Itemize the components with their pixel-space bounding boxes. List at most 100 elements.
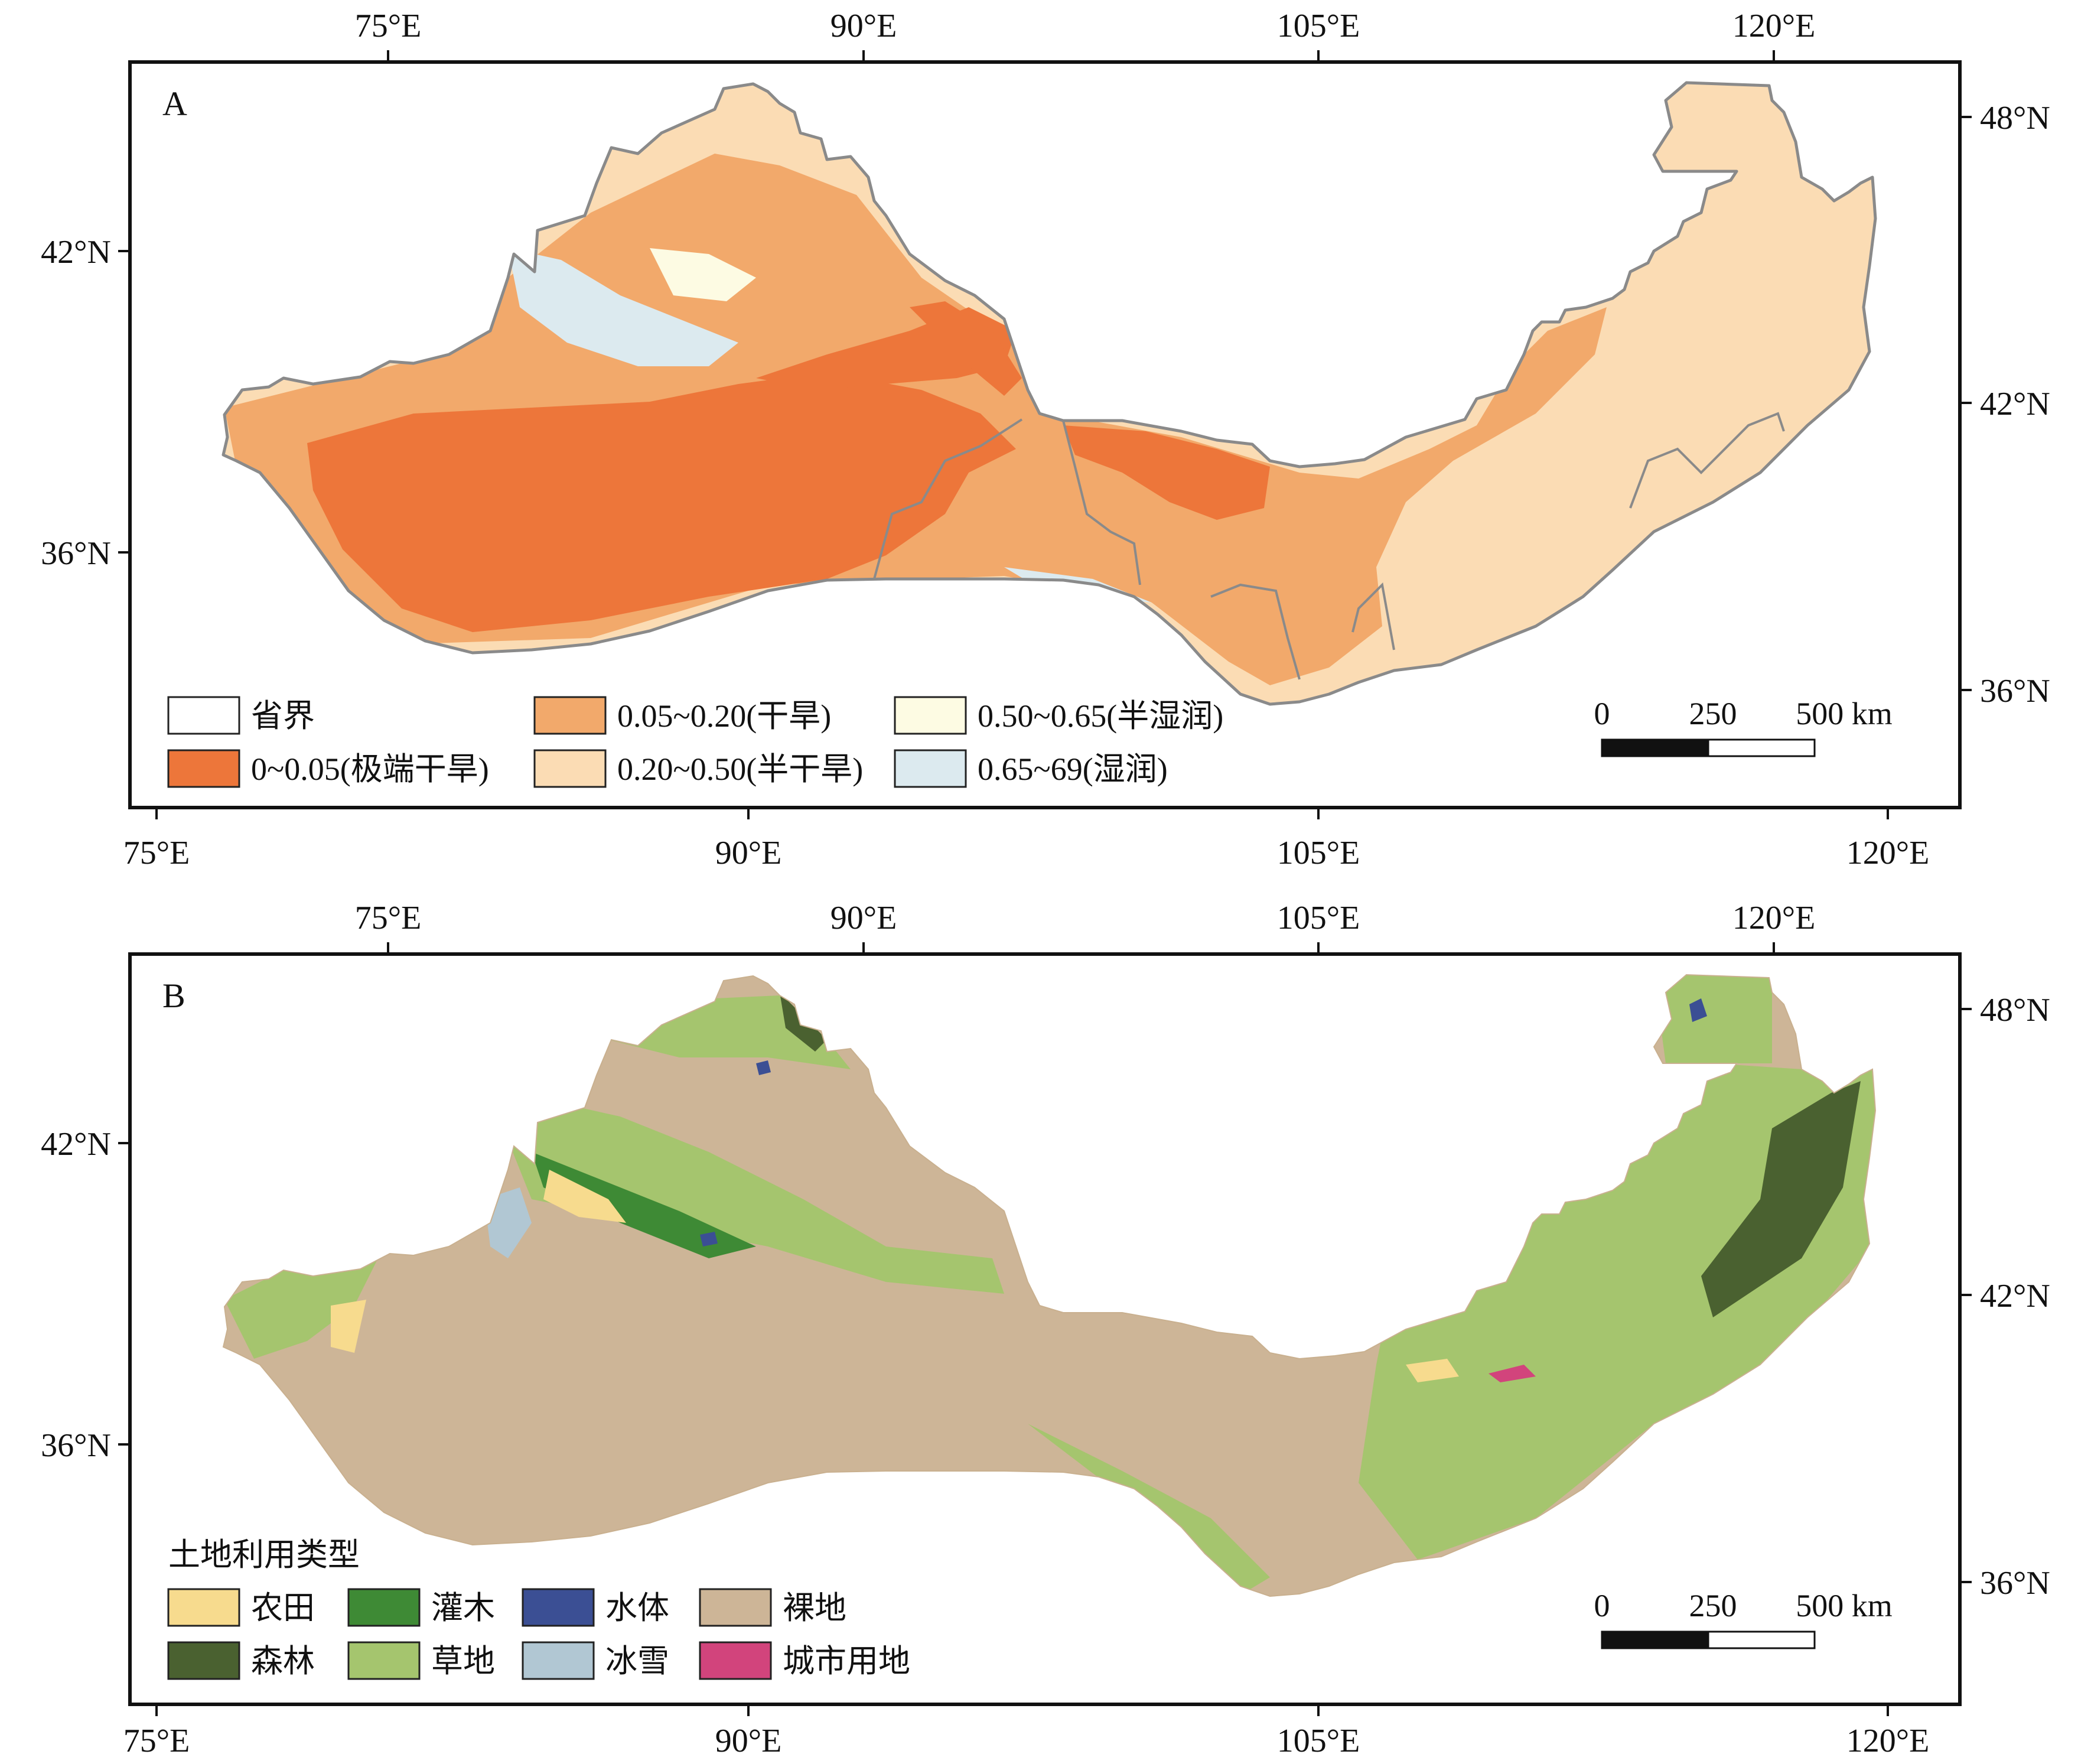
- panel-b: B 75°E 90°E 105°E 120°E 75°E 90°E 105°E …: [41, 900, 2050, 1759]
- panel-b-right-lat-label: 48°N: [1980, 992, 2050, 1029]
- panel-a-bottom-lon-label: 120°E: [1846, 835, 1930, 871]
- scale-label-250: 250: [1689, 1588, 1737, 1623]
- panel-a-top-lon-label: 90°E: [830, 8, 897, 44]
- panel-b-bottom-lon-label: 120°E: [1846, 1723, 1930, 1759]
- aridity-legend-item-swatch: [167, 749, 240, 788]
- study-area-outline: [222, 974, 1877, 1597]
- panel-a-top-lon-label: 75°E: [355, 8, 422, 44]
- scale-label-500: 500 km: [1796, 696, 1893, 731]
- panel-b-scale-bar: 0 250 500 km: [1594, 1588, 1893, 1649]
- land-use-zones: [223, 975, 1875, 1596]
- humid-zone: [508, 248, 738, 366]
- aridity-legend-item-swatch: [167, 696, 240, 735]
- cropland-area: [543, 1170, 626, 1223]
- aridity-legend-item-label: 0.20~0.50(半干旱): [617, 751, 863, 787]
- land-use-legend-item-swatch: [699, 1588, 772, 1627]
- aridity-legend-item-label: 0.05~0.20(干旱): [617, 698, 831, 734]
- panel-a-left-lat-label: 42°N: [41, 234, 111, 271]
- land-use-legend-item-swatch: [167, 1641, 240, 1680]
- scale-label-0: 0: [1594, 1588, 1610, 1623]
- aridity-legend-item-label: 0.65~69(湿润): [978, 751, 1168, 787]
- land-use-legend-item-swatch: [167, 1588, 240, 1627]
- province-boundary: [1062, 420, 1141, 585]
- panel-a-scale-bar: 0 250 500 km: [1594, 696, 1893, 757]
- panel-b-left-lat-label: 36°N: [41, 1427, 111, 1464]
- extreme-arid-zone: [307, 372, 1016, 632]
- panel-a-frame: [128, 60, 1962, 809]
- panel-b-letter: B: [162, 977, 185, 1015]
- panel-b-top-lon-label: 75°E: [355, 900, 422, 936]
- sub-humid-zone: [650, 248, 756, 301]
- scale-bar-black-segment: [1601, 738, 1709, 757]
- aridity-map: [222, 81, 1877, 706]
- land-use-legend-item-swatch: [347, 1641, 421, 1680]
- land-use-legend-item-label: 水体: [605, 1590, 669, 1626]
- land-use-map: [222, 974, 1877, 1597]
- province-boundary: [1210, 583, 1301, 680]
- extreme-arid-zone: [910, 301, 1022, 396]
- extreme-arid-zone: [1063, 425, 1270, 520]
- scale-bar-white-segment: [1707, 738, 1816, 757]
- grassland-area: [1654, 975, 1772, 1063]
- panel-b-top-lon-label: 90°E: [830, 900, 897, 936]
- water-body: [756, 1060, 771, 1075]
- forest-area: [1701, 1081, 1861, 1317]
- panel-a-letter: A: [162, 84, 187, 123]
- province-boundary: [1629, 412, 1785, 509]
- panel-a-top-lon-label: 105°E: [1277, 8, 1360, 44]
- water-body: [1689, 998, 1707, 1022]
- land-use-legend-item-swatch: [347, 1588, 421, 1627]
- aridity-legend-item-swatch: [533, 749, 607, 788]
- aridity-legend-item-label: 0.50~0.65(半湿润): [978, 698, 1223, 734]
- panel-a: A 75°E 90°E 105°E 120°E 75°E 90°E 105°E …: [41, 8, 2050, 871]
- scale-label-500: 500 km: [1796, 1588, 1893, 1623]
- aridity-legend-item-label: 0~0.05(极端干旱): [251, 751, 489, 787]
- study-area-boundary: [222, 81, 1877, 706]
- panel-a-bottom-lon-label: 75°E: [123, 835, 190, 871]
- province-boundary: [873, 418, 1023, 580]
- panel-b-bottom-lon-label: 75°E: [123, 1723, 190, 1759]
- land-use-legend-item-label: 森林: [251, 1643, 315, 1679]
- land-use-legend-item-swatch: [699, 1641, 772, 1680]
- scale-label-0: 0: [1594, 696, 1610, 731]
- aridity-legend: 省界 0~0.05(极端干旱) 0.05~0.20(干旱) 0.20~0.50(半干旱…: [167, 696, 1223, 788]
- land-use-legend-item-label: 裸地: [783, 1590, 846, 1626]
- aridity-legend-item-swatch: [533, 696, 607, 735]
- cropland-area: [1406, 1359, 1459, 1382]
- aridity-legend-item-swatch: [894, 696, 967, 735]
- panel-a-right-lat-label: 42°N: [1980, 386, 2050, 422]
- land-use-legend-item-swatch: [522, 1588, 595, 1627]
- land-use-legend-item-label: 草地: [431, 1643, 495, 1679]
- panel-b-right-lat-label: 36°N: [1980, 1565, 2050, 1602]
- shrubland-area: [532, 1152, 756, 1258]
- land-use-legend-item-label: 冰雪: [605, 1643, 669, 1679]
- panel-b-frame: [128, 952, 1962, 1706]
- water-body: [700, 1232, 718, 1246]
- aridity-legend-item-swatch: [894, 749, 967, 788]
- panel-a-bottom-lon-label: 90°E: [715, 835, 782, 871]
- panel-b-left-lat-label: 42°N: [41, 1126, 111, 1163]
- urban-area: [1489, 1365, 1536, 1382]
- grassland-area: [224, 1258, 378, 1359]
- land-use-legend-item-label: 城市用地: [783, 1643, 910, 1679]
- panel-b-top-lon-label: 120°E: [1732, 900, 1816, 936]
- grassland-area: [508, 1105, 1004, 1294]
- panel-b-right-lat-label: 42°N: [1980, 1278, 2050, 1314]
- panel-a-top-lon-label: 120°E: [1732, 8, 1816, 44]
- land-use-legend-item-label: 灌木: [431, 1590, 495, 1626]
- aridity-legend-item-label: 省界: [251, 698, 315, 734]
- panel-a-bottom-lon-label: 105°E: [1277, 835, 1360, 871]
- scale-bar-white-segment: [1707, 1630, 1816, 1649]
- aridity-zones: [223, 83, 1875, 704]
- scale-label-250: 250: [1689, 696, 1737, 731]
- land-use-legend-item-swatch: [522, 1641, 595, 1680]
- panel-a-right-lat-label: 48°N: [1980, 100, 2050, 136]
- scale-bar-black-segment: [1601, 1630, 1709, 1649]
- land-use-legend-title: 土地利用类型: [168, 1537, 360, 1573]
- land-use-legend-item-label: 农田: [251, 1590, 315, 1626]
- panel-a-right-lat-label: 36°N: [1980, 673, 2050, 709]
- panel-b-top-lon-label: 105°E: [1277, 900, 1360, 936]
- cropland-area: [331, 1300, 366, 1353]
